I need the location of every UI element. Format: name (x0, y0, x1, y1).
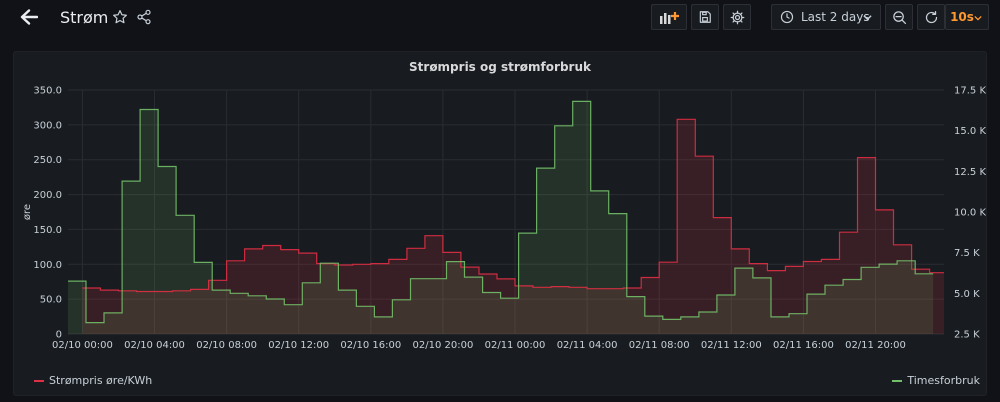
y-right-tick-label: 5.0 K (954, 289, 980, 300)
legend-item-consumption[interactable]: Timesforbruk (892, 374, 980, 387)
y-right-tick-label: 7.5 K (954, 248, 980, 259)
save-dashboard-button[interactable] (691, 4, 719, 30)
y-left-tick-label: 200.0 (33, 190, 62, 201)
series-line-price (82, 118, 944, 293)
dashboard-settings-button[interactable] (723, 4, 751, 30)
chevron-down-icon (863, 15, 872, 21)
y-right-tick-label: 17.5 K (954, 86, 986, 97)
share-button[interactable] (135, 8, 153, 26)
x-tick-label: 02/11 16:00 (773, 340, 834, 351)
time-range-label: Last 2 days (801, 10, 870, 24)
legend-label-consumption: Timesforbruk (907, 374, 980, 387)
x-tick-label: 02/11 04:00 (557, 340, 618, 351)
add-panel-icon (660, 12, 679, 24)
chevron-down-icon (974, 15, 982, 21)
panel-title[interactable]: Strømpris og strømforbruk (409, 60, 591, 74)
x-tick-label: 02/10 04:00 (124, 340, 185, 351)
add-panel-button[interactable] (651, 4, 687, 30)
zoom-out-button[interactable] (885, 4, 913, 30)
legend-item-price[interactable]: Strømpris øre/KWh (34, 374, 152, 387)
refresh-interval-picker[interactable]: 10s (945, 4, 989, 30)
x-tick-label: 02/11 08:00 (629, 340, 690, 351)
refresh-button[interactable] (917, 4, 945, 30)
share-icon (137, 9, 151, 25)
x-tick-label: 02/10 00:00 (52, 340, 113, 351)
chart-grid (68, 89, 944, 335)
x-tick-label: 02/10 12:00 (268, 340, 329, 351)
y-right-tick-label: 2.5 K (954, 330, 980, 341)
series-line-consumption (68, 100, 934, 324)
zoom-out-icon (892, 10, 906, 24)
clock-icon (780, 10, 794, 24)
chart-axes: 0 50.0 100.0 150.0 200.0 250.0 300.0 350.0 2.5 K… (22, 86, 986, 352)
gear-icon (730, 10, 744, 24)
legend-swatch-consumption (892, 379, 903, 382)
time-range-picker[interactable]: Last 2 days (771, 4, 881, 30)
save-icon (699, 11, 711, 23)
y-left-axis-label: øre (22, 204, 33, 220)
legend-swatch-price (34, 379, 44, 382)
x-tick-label: 02/11 20:00 (845, 340, 906, 351)
series-area-price (82, 119, 944, 334)
y-left-tick-label: 50.0 (40, 295, 62, 306)
x-tick-label: 02/10 08:00 (196, 340, 257, 351)
x-tick-label: 02/11 00:00 (485, 340, 546, 351)
y-right-tick-label: 12.5 K (954, 167, 986, 178)
y-right-tick-label: 15.0 K (954, 126, 986, 137)
graph-panel: Strømpris og strømforbruk 0 50.0 100.0 150.… (13, 51, 987, 396)
star-button[interactable] (111, 8, 129, 26)
y-left-tick-label: 100.0 (33, 260, 62, 271)
x-tick-label: 02/11 12:00 (701, 340, 762, 351)
y-left-tick-label: 250.0 (33, 155, 62, 166)
refresh-interval-label: 10s (950, 10, 974, 24)
x-tick-label: 02/10 16:00 (340, 340, 401, 351)
y-left-tick-label: 350.0 (33, 86, 62, 97)
dashboard-title[interactable]: Strøm (60, 8, 109, 27)
series-area-consumption (68, 101, 934, 335)
y-left-tick-label: 300.0 (33, 120, 62, 131)
back-button[interactable] (16, 5, 42, 29)
legend-label-price: Strømpris øre/KWh (49, 374, 153, 387)
x-tick-label: 02/10 20:00 (412, 340, 473, 351)
chart-lines (68, 100, 944, 324)
y-left-tick-label: 150.0 (33, 225, 62, 236)
dashboard-navbar: Strøm (0, 0, 1000, 34)
refresh-icon (925, 10, 937, 23)
time-series-chart[interactable]: 0 50.0 100.0 150.0 200.0 250.0 300.0 350.0 2.5 K… (14, 52, 986, 395)
arrow-left-icon (20, 9, 38, 25)
y-left-tick-label: 0 (56, 330, 62, 341)
chart-areas (68, 101, 944, 335)
y-right-tick-label: 10.0 K (954, 208, 986, 219)
star-icon (113, 10, 127, 24)
